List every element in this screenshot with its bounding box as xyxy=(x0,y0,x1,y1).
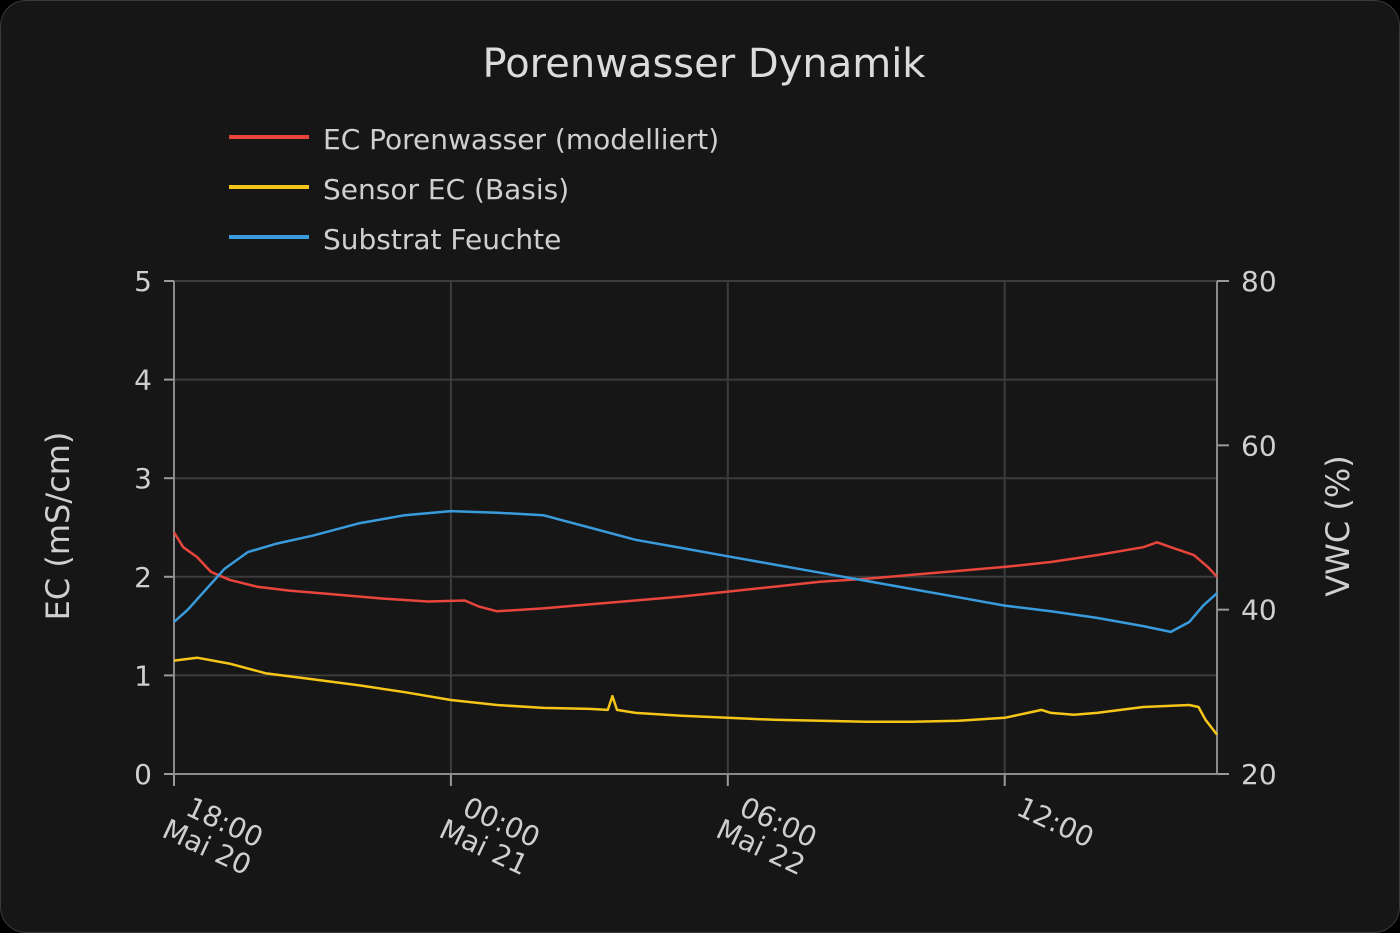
legend-label-substrat-feuchte: Substrat Feuchte xyxy=(323,223,561,256)
series-line-ec-porenwasser-modelliert xyxy=(172,531,1218,613)
y-right-tick-label: 80 xyxy=(1241,265,1277,298)
y-left-tick-label: 1 xyxy=(134,659,152,692)
y-left-tick-label: 5 xyxy=(134,265,152,298)
series-line-sensor-ec-basis xyxy=(173,656,1218,736)
y-axis-left-label: EC (mS/cm) xyxy=(39,432,77,621)
y-right-tick-label: 40 xyxy=(1241,594,1277,627)
y-right-tick-label: 60 xyxy=(1241,429,1277,462)
series-lines xyxy=(172,509,1218,736)
series-line-substrat-feuchte xyxy=(173,509,1218,634)
legend: EC Porenwasser (modelliert) Sensor EC (B… xyxy=(229,123,719,256)
y-right-tick-label: 20 xyxy=(1241,758,1277,791)
y-left-tick-label: 3 xyxy=(134,462,152,495)
grid xyxy=(174,280,1217,774)
y-axis-right-label: VWC (%) xyxy=(1319,455,1357,596)
chart-title: Porenwasser Dynamik xyxy=(483,41,927,87)
y-left-tick-label: 2 xyxy=(134,561,152,594)
legend-label-sensor-ec: Sensor EC (Basis) xyxy=(323,173,569,206)
y-left-tick-label: 0 xyxy=(134,758,152,791)
legend-label-ec-porenwasser: EC Porenwasser (modelliert) xyxy=(323,123,719,156)
y-left-tick-label: 4 xyxy=(134,364,152,397)
axes xyxy=(164,280,1229,786)
x-tick-label: 12:00 xyxy=(1012,790,1099,854)
x-tick-time: 12:00 xyxy=(1012,790,1099,854)
